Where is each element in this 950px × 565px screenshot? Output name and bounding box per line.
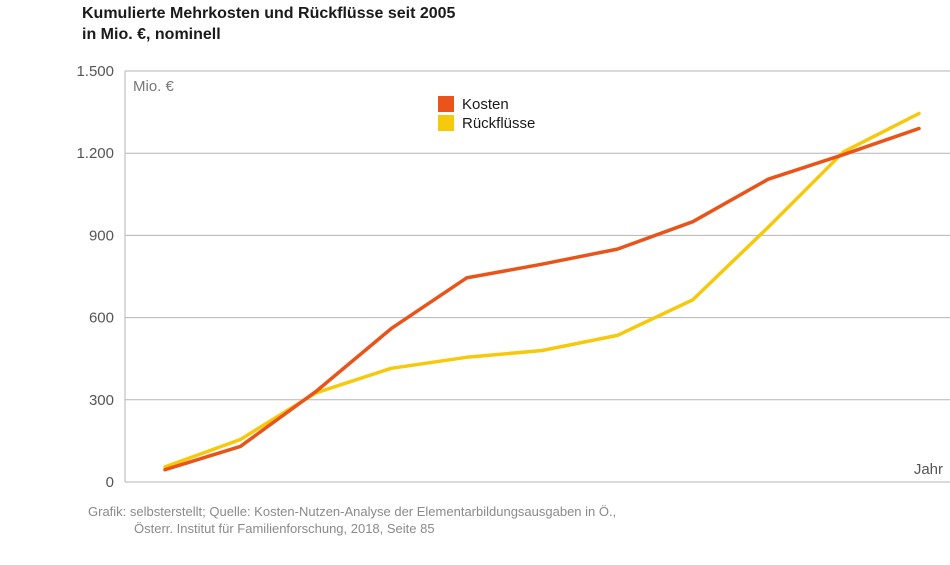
x-tick-label: 2015 bbox=[827, 497, 860, 500]
x-tick-label: 2010 bbox=[450, 497, 483, 500]
data-point bbox=[389, 327, 393, 331]
x-tick-label: 2012 bbox=[601, 497, 634, 500]
data-point bbox=[465, 276, 469, 280]
legend-label: Kosten bbox=[462, 96, 509, 113]
y-tick-label: 1.500 bbox=[76, 63, 114, 80]
x-tick-label: 2014 bbox=[752, 497, 785, 500]
x-tick-label: 2008 bbox=[299, 497, 332, 500]
data-point bbox=[691, 298, 695, 302]
data-point bbox=[615, 333, 619, 337]
data-point bbox=[917, 111, 921, 115]
data-point bbox=[465, 355, 469, 359]
x-axis-label: Jahr bbox=[914, 461, 943, 478]
data-point bbox=[389, 366, 393, 370]
source-line-2: Österr. Institut für Familienforschung, … bbox=[134, 521, 435, 536]
x-tick-label: 2011 bbox=[526, 497, 558, 500]
x-tick-label: 2013 bbox=[676, 497, 709, 500]
data-point bbox=[842, 153, 846, 157]
series-lines bbox=[163, 111, 921, 472]
data-point bbox=[766, 225, 770, 229]
data-point bbox=[163, 468, 167, 472]
data-point bbox=[540, 348, 544, 352]
line-chart: 0 300 600 900 1.200 1.500 2006 2007 2008 2009 201… bbox=[76, 63, 950, 500]
chart-title-block: Kumulierte Mehrkosten und Rückflüsse sei… bbox=[82, 3, 455, 45]
series-line-kosten bbox=[163, 126, 921, 472]
y-tick-labels: 0 300 600 900 1.200 1.500 bbox=[76, 63, 114, 491]
y-tick-label: 300 bbox=[89, 392, 114, 409]
data-point bbox=[917, 127, 921, 131]
y-tick-label: 600 bbox=[89, 310, 114, 327]
legend-label: Rückflüsse bbox=[462, 115, 535, 132]
data-point bbox=[540, 262, 544, 266]
legend-swatch bbox=[438, 96, 454, 112]
y-tick-label: 0 bbox=[106, 474, 114, 491]
chart-title: Kumulierte Mehrkosten und Rückflüsse sei… bbox=[82, 5, 456, 22]
y-tick-label: 1.200 bbox=[76, 145, 114, 162]
source-line-1: Grafik: selbsterstellt; Quelle: Kosten-N… bbox=[88, 504, 617, 519]
chart-subtitle: in Mio. €, nominell bbox=[82, 26, 221, 43]
data-point bbox=[766, 177, 770, 181]
data-point bbox=[238, 438, 242, 442]
y-axis-label: Mio. € bbox=[133, 78, 175, 95]
x-tick-label: 2016 bbox=[902, 497, 935, 500]
data-point bbox=[691, 220, 695, 224]
legend: Kosten Rückflüsse bbox=[438, 96, 535, 132]
x-tick-label: 2006 bbox=[148, 497, 181, 500]
data-point bbox=[238, 444, 242, 448]
source-note: Grafik: selbsterstellt; Quelle: Kosten-N… bbox=[88, 503, 616, 537]
x-tick-labels: 2006 2007 2008 2009 2010 2011 2012 2013 2014 2015… bbox=[148, 497, 935, 500]
y-tick-label: 900 bbox=[89, 227, 114, 244]
x-tick-label: 2007 bbox=[224, 497, 257, 500]
x-tick-label: 2009 bbox=[375, 497, 408, 500]
legend-swatch bbox=[438, 115, 454, 131]
data-point bbox=[615, 247, 619, 251]
grid-lines bbox=[125, 70, 950, 401]
data-point bbox=[314, 390, 318, 394]
